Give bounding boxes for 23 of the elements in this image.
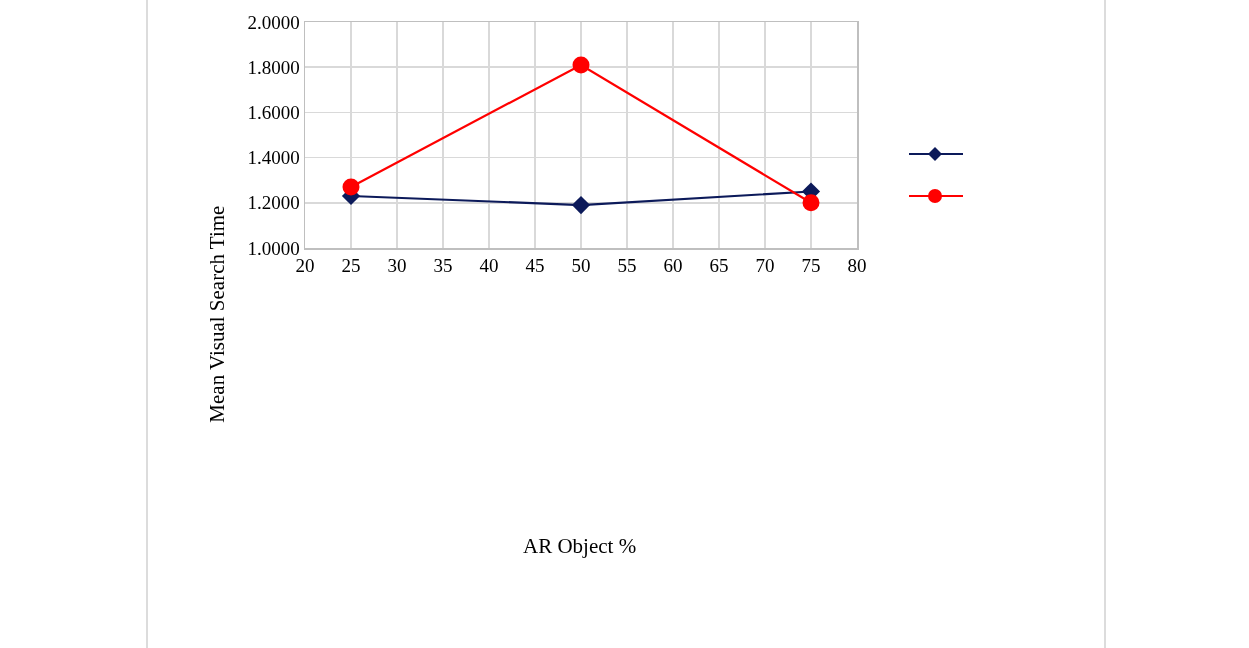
x-tick-label: 50: [571, 255, 591, 277]
y-tick-label: 1.2000: [247, 192, 300, 214]
point: [572, 56, 590, 74]
x-tick-label: 30: [387, 255, 407, 277]
point: [802, 194, 820, 212]
x-tick-label: 60: [663, 255, 683, 277]
x-tick-label: 40: [479, 255, 499, 277]
y-tick-label: 1.8000: [247, 56, 300, 78]
x-tick-label: 70: [755, 255, 775, 277]
y-axis-title: Mean Visual Search Time: [205, 205, 230, 423]
x-tick-label: 45: [525, 255, 545, 277]
y-tick-label: 1.6000: [247, 102, 300, 124]
x-tick-label: 55: [617, 255, 637, 277]
x-tick-label: 25: [341, 255, 361, 277]
y-tick-label: 1.4000: [247, 147, 300, 169]
x-tick-label: 35: [433, 255, 453, 277]
x-tick-label: 80: [847, 255, 867, 277]
point: [571, 195, 591, 215]
x-tick-label: 75: [801, 255, 821, 277]
point: [342, 178, 360, 196]
text: AR Object %: [523, 534, 637, 558]
x-tick-label: 65: [709, 255, 729, 277]
y-tick-label: 2.0000: [247, 11, 300, 33]
